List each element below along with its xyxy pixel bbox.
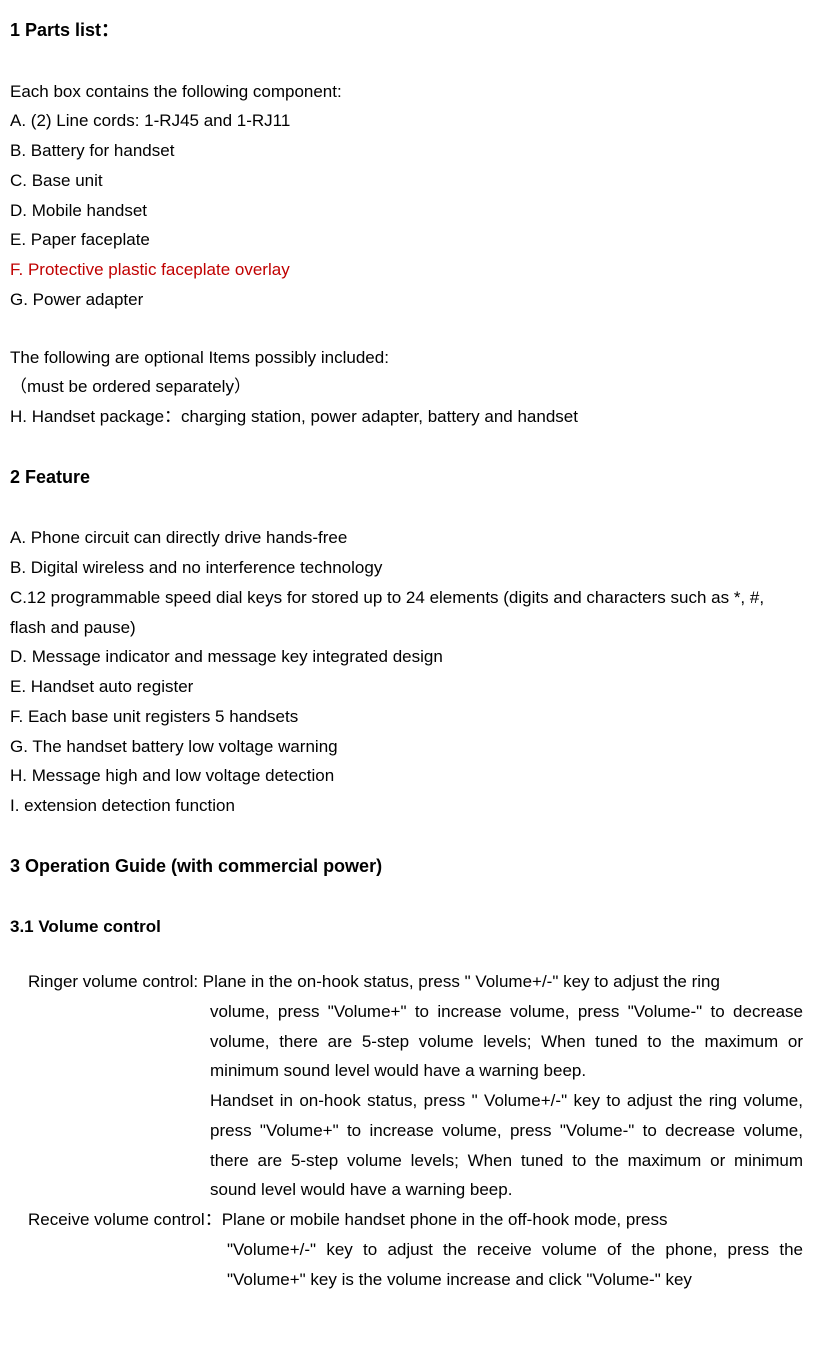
- feature-h: H. Message high and low voltage detectio…: [10, 761, 803, 791]
- feature-a: A. Phone circuit can directly drive hand…: [10, 523, 803, 553]
- feature-e: E. Handset auto register: [10, 672, 803, 702]
- parts-item-g: G. Power adapter: [10, 285, 803, 315]
- ringer-first-line: Ringer volume control: Plane in the on-h…: [10, 967, 803, 997]
- section-3-1-heading: 3.1 Volume control: [10, 912, 803, 942]
- feature-i: I. extension detection function: [10, 791, 803, 821]
- parts-a-gray: (2) Line cords: [31, 111, 135, 130]
- feature-d: D. Message indicator and message key int…: [10, 642, 803, 672]
- feature-g: G. The handset battery low voltage warni…: [10, 732, 803, 762]
- receive-volume-block: Receive volume control：Plane or mobile h…: [10, 1205, 803, 1294]
- parts-f-rest: Protective plastic faceplate overlay: [28, 260, 290, 279]
- feature-b: B. Digital wireless and no interference …: [10, 553, 803, 583]
- parts-item-d: D. Mobile handset: [10, 196, 803, 226]
- parts-item-c: C. Base unit: [10, 166, 803, 196]
- section-2-heading: 2 Feature: [10, 462, 803, 494]
- feature-c: C.12 programmable speed dial keys for st…: [10, 583, 803, 643]
- ringer-handset-body: Handset in on-hook status, press " Volum…: [10, 1086, 803, 1205]
- parts-item-b: B. Battery for handset: [10, 136, 803, 166]
- section-1-heading: 1 Parts list：: [10, 15, 803, 47]
- receive-first-line: Receive volume control：Plane or mobile h…: [10, 1205, 803, 1235]
- parts-item-a: A. (2) Line cords: 1-RJ45 and 1-RJ11: [10, 106, 803, 136]
- ringer-body: volume, press "Volume+" to increase volu…: [10, 997, 803, 1086]
- optional-intro-prefix: The following are: [10, 348, 144, 367]
- parts-item-e: E. Paper faceplate: [10, 225, 803, 255]
- section-3-heading: 3 Operation Guide (with commercial power…: [10, 851, 803, 883]
- parts-item-h: H. Handset package：charging station, pow…: [10, 402, 803, 432]
- parts-item-f: F. Protective plastic faceplate overlay: [10, 255, 803, 285]
- section-1-intro: Each box contains the following componen…: [10, 77, 803, 107]
- parts-e-gray: Paper faceplate: [31, 230, 150, 249]
- ringer-volume-block: Ringer volume control: Plane in the on-h…: [10, 967, 803, 1205]
- receive-body: "Volume+/-" key to adjust the receive vo…: [10, 1235, 803, 1295]
- optional-note: （must be ordered separately）: [10, 372, 803, 402]
- parts-a-suffix: : 1-RJ45 and 1-RJ11: [135, 111, 291, 130]
- parts-e-prefix: E.: [10, 230, 31, 249]
- optional-intro-gray: optional Items possibly included:: [144, 348, 389, 367]
- optional-intro: The following are optional Items possibl…: [10, 343, 803, 373]
- parts-f-prefix: F.: [10, 260, 28, 279]
- feature-f: F. Each base unit registers 5 handsets: [10, 702, 803, 732]
- parts-a-prefix: A.: [10, 111, 31, 130]
